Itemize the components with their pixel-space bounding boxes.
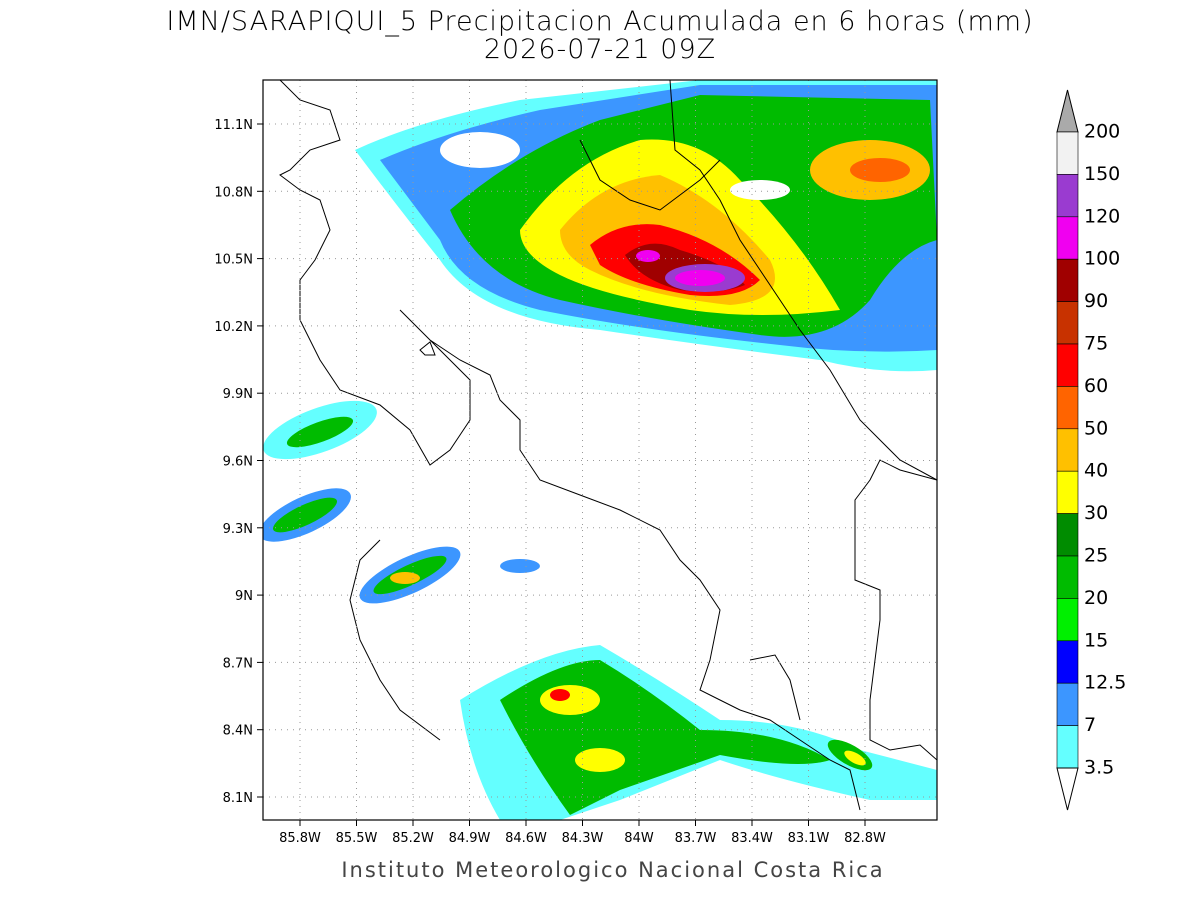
precip-area [575, 748, 625, 772]
lon-label: 84.9W [449, 831, 491, 846]
lat-label: 11.1N [214, 118, 253, 133]
footer: Instituto Meteorologico Nacional Costa R… [341, 858, 884, 882]
colorbar-segment [1056, 301, 1079, 345]
colorbar-under [1056, 767, 1079, 811]
precip-area [636, 250, 660, 262]
precip-field [263, 80, 937, 820]
colorbar-segment [1056, 598, 1079, 642]
precip-area [844, 750, 866, 766]
colorbar-label: 25 [1084, 545, 1108, 567]
lon-label: 82.8W [844, 831, 886, 846]
coastlines [279, 80, 937, 811]
precip-area [550, 689, 570, 701]
map-frame [262, 79, 938, 821]
colorbar-label: 15 [1084, 629, 1108, 651]
lon-label: 84.6W [505, 831, 547, 846]
lon-label: 83.4W [731, 831, 773, 846]
colorbar-label: 50 [1084, 417, 1108, 439]
lat-label: 10.8N [214, 185, 253, 200]
coastline [854, 459, 937, 761]
colorbar-segment [1056, 682, 1079, 726]
colorbar-label: 120 [1084, 205, 1120, 227]
colorbar-label: 12.5 [1084, 672, 1126, 694]
colorbar-segment [1056, 555, 1079, 599]
colorbar-segment [1056, 428, 1079, 472]
axes: 85.8W 85.5W 85.2W 84.9W 84.6W 84.3W 84W 83.7W 83… [214, 118, 886, 846]
lat-label: 8.1N [223, 791, 253, 806]
precip-area [850, 158, 910, 182]
colorbar-label: 7 [1084, 714, 1096, 736]
colorbar: 200 150 120 100 90 75 60 50 40 30 25 20 15 12.5 7 3.5 [1056, 89, 1126, 811]
lat-label: 9.9N [223, 387, 253, 402]
precip-area [390, 572, 420, 584]
colorbar-label: 90 [1084, 290, 1108, 312]
lon-label: 85.8W [279, 831, 321, 846]
precip-area [286, 416, 354, 448]
lat-label: 8.4N [223, 724, 253, 739]
lat-label: 8.7N [223, 656, 253, 671]
colorbar-over [1056, 89, 1079, 133]
colorbar-label: 20 [1084, 587, 1108, 609]
graticule [263, 80, 937, 820]
colorbar-segment [1056, 725, 1079, 769]
coastline [279, 80, 861, 811]
lon-label: 83.7W [675, 831, 717, 846]
border [669, 80, 937, 481]
precip-area [540, 685, 600, 715]
coastline [349, 539, 441, 741]
colorbar-segment [1056, 343, 1079, 387]
colorbar-label: 60 [1084, 375, 1108, 397]
colorbar-label: 40 [1084, 460, 1108, 482]
lat-label: 9.6N [223, 455, 253, 470]
colorbar-label: 150 [1084, 163, 1120, 185]
colorbar-segment [1056, 470, 1079, 514]
colorbar-segment [1056, 386, 1079, 430]
lat-label: 10.2N [214, 320, 253, 335]
border [579, 139, 721, 211]
colorbar-label: 75 [1084, 333, 1108, 355]
subtitle: 2026-07-21 09Z [484, 34, 716, 65]
lat-label: 9.3N [223, 522, 253, 537]
precip-area [500, 559, 540, 573]
precip-area [440, 132, 520, 168]
colorbar-segment [1056, 174, 1079, 218]
island [419, 341, 436, 356]
lon-label: 84.3W [562, 831, 604, 846]
lon-label: 84W [624, 831, 654, 846]
lat-label: 9N [235, 589, 253, 604]
precip-area [675, 270, 725, 286]
colorbar-segment [1056, 640, 1079, 684]
colorbar-segment [1056, 131, 1079, 175]
lat-label: 10.5N [214, 253, 253, 268]
colorbar-segment [1056, 513, 1079, 557]
colorbar-segment [1056, 258, 1079, 302]
precip-area [730, 180, 790, 200]
colorbar-segment [1056, 216, 1079, 260]
precip-area [272, 497, 338, 533]
colorbar-label: 3.5 [1084, 757, 1114, 779]
coastline [749, 654, 801, 721]
lon-label: 83.1W [788, 831, 830, 846]
title: IMN/SARAPIQUI_5 Precipitacion Acumulada … [166, 6, 1033, 37]
lon-label: 85.5W [336, 831, 378, 846]
lon-label: 85.2W [392, 831, 434, 846]
colorbar-label: 30 [1084, 502, 1108, 524]
colorbar-label: 200 [1084, 121, 1120, 143]
colorbar-label: 100 [1084, 248, 1120, 270]
